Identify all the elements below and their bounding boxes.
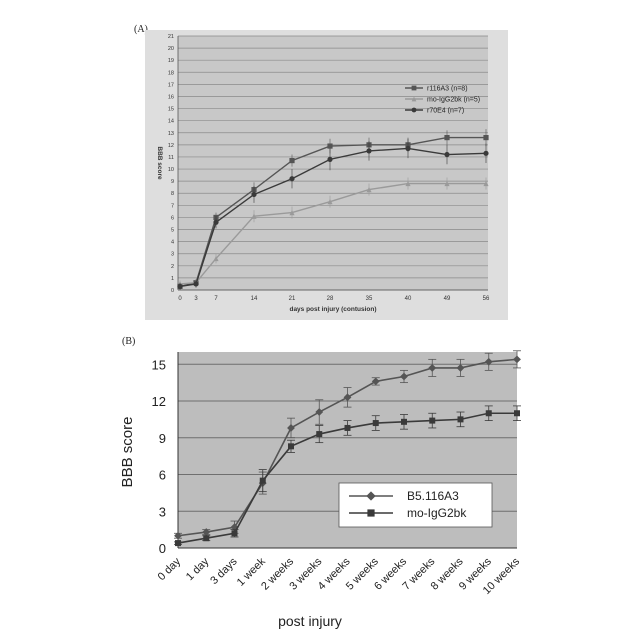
chart-b-data-point — [260, 478, 266, 484]
chart-b-y-tick-label: 12 — [152, 394, 166, 409]
chart-b-y-tick-label: 15 — [152, 357, 166, 372]
chart-b-data-point — [514, 410, 520, 416]
chart-b-x-tick-label: 3 days — [208, 555, 240, 587]
chart-b-data-point — [486, 410, 492, 416]
chart-b-data-point — [373, 420, 379, 426]
chart-b-x-tick-label: 0 day — [156, 555, 184, 583]
chart-b-y-tick-label: 9 — [159, 431, 166, 446]
chart-b-data-point — [203, 535, 209, 541]
chart-b-data-point — [232, 530, 238, 536]
chart-b-y-tick-label: 3 — [159, 504, 166, 519]
chart-b-legend-label: B5.116A3 — [407, 489, 459, 503]
chart-b-data-point — [288, 443, 294, 449]
chart-b-x-axis-label: post injury — [278, 613, 342, 629]
chart-b-data-point — [429, 418, 435, 424]
chart-b-data-point — [175, 540, 181, 546]
chart-b-y-tick-label: 6 — [159, 468, 166, 483]
chart-b-y-tick-label: 0 — [159, 541, 166, 556]
chart-b-data-point — [316, 431, 322, 437]
chart-b-legend-marker — [367, 509, 374, 516]
chart-b-data-point — [401, 419, 407, 425]
chart-b-data-point — [458, 416, 464, 422]
chart-b-legend-label: mo-IgG2bk — [407, 506, 467, 520]
chart-b-data-point — [345, 425, 351, 431]
chart-b-y-axis-label: BBB score — [119, 417, 136, 488]
